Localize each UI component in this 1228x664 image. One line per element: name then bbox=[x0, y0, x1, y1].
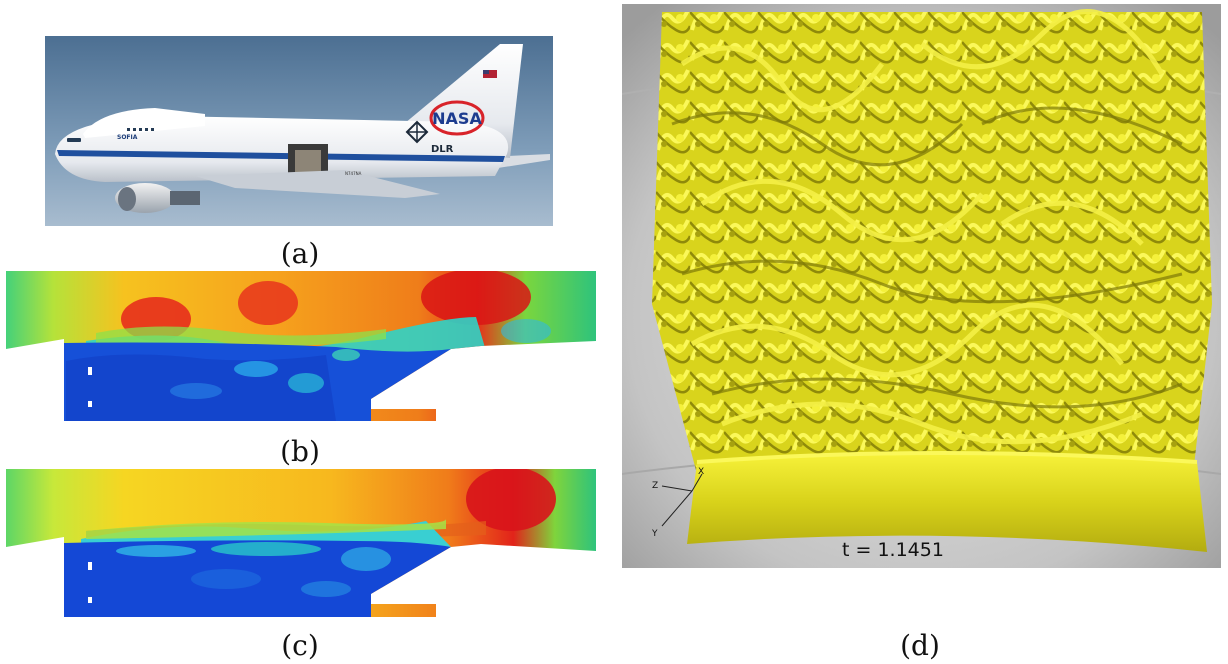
axis-z-label: Z bbox=[652, 481, 658, 491]
axes-triad bbox=[661, 473, 703, 527]
dlr-logo-text: DLR bbox=[431, 144, 454, 155]
panel-b-cavity-flow-contour bbox=[6, 271, 596, 423]
caption-d: (d) bbox=[900, 629, 940, 662]
panel-d-vortex-isosurface: Z Y X t = 1.1451 bbox=[622, 4, 1221, 568]
panel-a-aircraft-photo: NASA DLR SOFIA N747NA bbox=[45, 36, 553, 226]
panel-c-cavity-flow-contour bbox=[6, 469, 596, 619]
dlr-logo bbox=[405, 120, 429, 144]
registration-text: N747NA bbox=[345, 171, 362, 176]
axis-x-label: X bbox=[698, 467, 704, 477]
caption-c: (c) bbox=[281, 629, 319, 662]
nasa-logo-text: NASA bbox=[432, 109, 482, 128]
aircraft-illustration: NASA DLR SOFIA N747NA bbox=[45, 36, 553, 226]
axis-y-label: Y bbox=[651, 529, 658, 539]
caption-b: (b) bbox=[280, 435, 320, 468]
vortex-isosurface bbox=[652, 12, 1212, 484]
time-label: t = 1.1451 bbox=[842, 539, 944, 561]
caption-a: (a) bbox=[280, 237, 320, 270]
sofia-fuselage-text: SOFIA bbox=[117, 134, 138, 141]
